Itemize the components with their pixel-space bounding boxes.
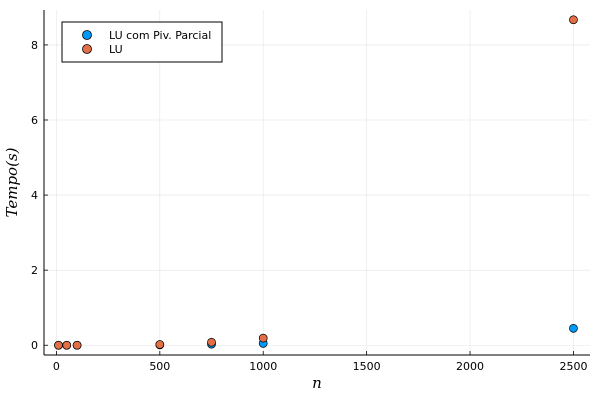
grid (44, 10, 590, 355)
x-tick-label: 2500 (559, 360, 587, 373)
y-tick-label: 4 (31, 189, 38, 202)
legend-box (61, 21, 223, 63)
y-axis-label: Tempo(s) (3, 147, 21, 217)
legend-marker-lu-com-piv-parcial (82, 30, 92, 40)
data-point-lu (569, 15, 578, 25)
x-tick-label: 1500 (353, 360, 381, 373)
ticks: 0 500 1000 1500 2000 2500 0 2 4 6 8 (31, 39, 587, 373)
legend-label-lu: LU (109, 43, 123, 56)
data-point-lu-com-piv-parcial (569, 323, 578, 333)
data-point-lu (54, 340, 63, 350)
data-points (54, 15, 578, 350)
y-tick-label: 2 (31, 264, 38, 277)
data-point-lu (62, 340, 72, 350)
x-tick-label: 0 (53, 360, 60, 373)
x-tick-label: 2000 (456, 360, 484, 373)
legend-label-lu-com-piv-parcial: LU com Piv. Parcial (109, 29, 211, 42)
legend: LU com Piv. Parcial LU (61, 21, 223, 63)
x-tick-label: 1000 (249, 360, 277, 373)
data-point-lu (72, 340, 82, 350)
axes (43, 10, 590, 356)
legend-marker-lu (82, 44, 92, 54)
y-tick-label: 0 (31, 339, 38, 352)
data-point-lu (207, 337, 216, 347)
y-tick-label: 6 (31, 114, 38, 127)
data-point-lu (258, 333, 268, 343)
y-tick-label: 8 (31, 39, 38, 52)
x-tick-label: 500 (149, 360, 170, 373)
x-axis-label: n (312, 374, 322, 392)
data-point-lu (155, 340, 165, 349)
